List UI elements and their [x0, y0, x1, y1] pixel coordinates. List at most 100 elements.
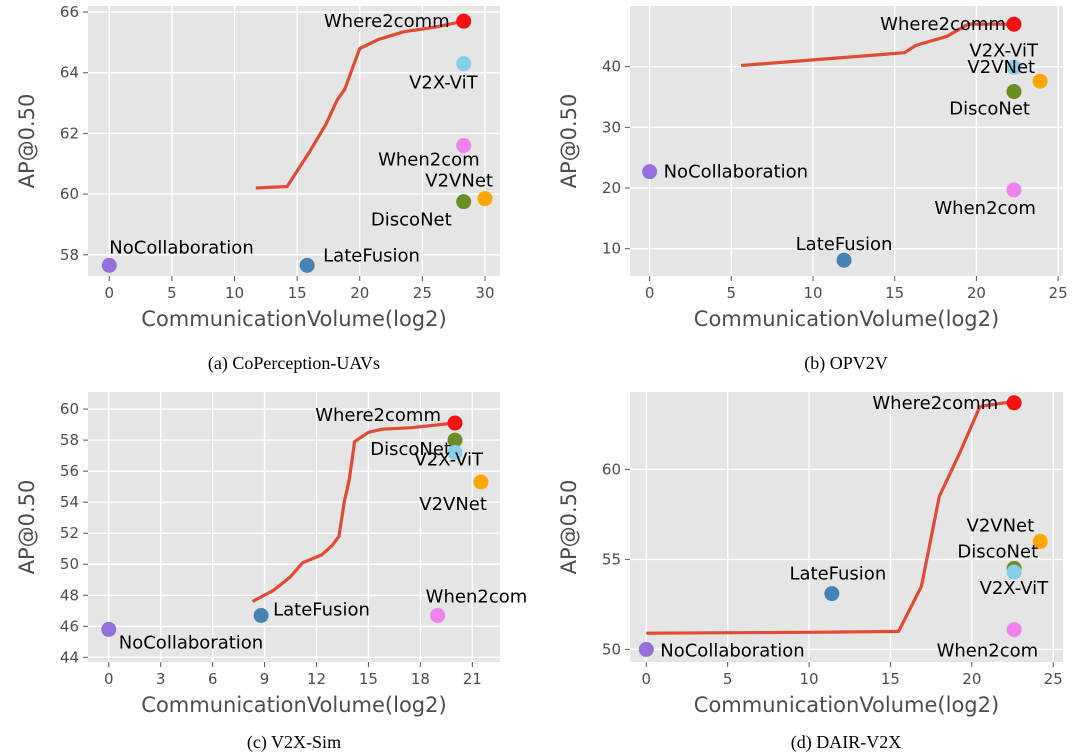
- panel-caption: (d) DAIR-V2X: [791, 732, 901, 753]
- x-axis-label: CommunicationVolume(log2): [694, 307, 999, 331]
- x-tick-label: 15: [881, 670, 900, 688]
- point-v2x-vit: [1006, 564, 1022, 580]
- y-tick-label: 60: [602, 460, 621, 478]
- y-tick-label: 46: [60, 617, 79, 635]
- point-latefusion: [836, 252, 852, 268]
- x-tick-label: 18: [411, 670, 430, 688]
- point-nocollaboration: [642, 164, 658, 180]
- x-tick-label: 20: [350, 284, 369, 302]
- point-label: When2com: [378, 150, 480, 171]
- point-label: NoCollaboration: [664, 162, 808, 183]
- point-disconet: [456, 194, 472, 210]
- point-label: Where2comm: [315, 405, 441, 426]
- point-label: LateFusion: [323, 245, 420, 266]
- x-tick-label: 10: [225, 284, 244, 302]
- y-tick-label: 58: [60, 246, 79, 264]
- y-axis-label: AP@0.50: [557, 480, 581, 575]
- point-where2comm: [1006, 395, 1022, 411]
- point-disconet: [447, 432, 463, 448]
- x-axis-label: CommunicationVolume(log2): [141, 693, 446, 717]
- x-tick-label: 0: [642, 670, 652, 688]
- plot-background: [630, 6, 1063, 276]
- point-label: DiscoNet: [370, 439, 451, 460]
- x-tick-label: 25: [413, 284, 432, 302]
- point-label: V2X-ViT: [969, 40, 1039, 61]
- y-tick-label: 48: [60, 586, 79, 604]
- x-tick-label: 20: [962, 670, 981, 688]
- point-label: When2com: [937, 641, 1039, 662]
- x-tick-label: 0: [645, 284, 655, 302]
- x-tick-label: 5: [723, 670, 733, 688]
- x-tick-label: 9: [260, 670, 270, 688]
- point-when2com: [456, 138, 472, 154]
- point-label: NoCollaboration: [660, 640, 804, 661]
- panel-caption: (b) OPV2V: [804, 353, 888, 374]
- point-label: DiscoNet: [949, 99, 1030, 120]
- where2comm-curve: [646, 401, 1015, 635]
- chart-panel-3: 0 3 6 9 12 15 18 21 44 46 48 50 52 54 56 58 60 Where2comm…: [15, 392, 527, 753]
- point-label: V2VNet: [967, 515, 1035, 536]
- x-tick-label: 10: [800, 670, 819, 688]
- point-where2comm: [447, 415, 463, 431]
- point-v2vnet: [477, 191, 493, 207]
- y-tick-label: 52: [60, 524, 79, 542]
- point-where2comm: [1006, 16, 1022, 32]
- x-tick-label: 15: [885, 284, 904, 302]
- x-tick-label: 15: [359, 670, 378, 688]
- y-tick-label: 62: [60, 124, 79, 142]
- where2comm-curve: [740, 22, 1014, 68]
- point-label: DiscoNet: [957, 541, 1038, 562]
- point-when2com: [430, 607, 446, 623]
- point-label: V2X-ViT: [414, 450, 484, 471]
- point-when2com: [1006, 182, 1022, 198]
- point-v2vnet: [1032, 533, 1048, 549]
- point-disconet: [1006, 84, 1022, 100]
- point-label: V2VNet: [425, 171, 493, 192]
- x-axis-label: CommunicationVolume(log2): [141, 307, 446, 331]
- where2comm-curve: [251, 421, 456, 603]
- y-tick-label: 60: [60, 185, 79, 203]
- x-tick-label: 25: [1049, 284, 1068, 302]
- y-axis-label: AP@0.50: [15, 94, 39, 189]
- chart-panel-1: 0 5 10 15 20 25 30 58 60 62 64 66 Where2comm V2X-ViT W…: [15, 3, 500, 374]
- point-v2vnet: [473, 474, 489, 490]
- y-tick-label: 66: [60, 3, 79, 21]
- x-tick-label: 5: [167, 284, 177, 302]
- point-label: When2com: [934, 198, 1036, 219]
- where2comm-curve: [255, 19, 465, 190]
- point-latefusion: [299, 257, 315, 273]
- y-tick-label: 54: [60, 493, 79, 511]
- x-tick-label: 0: [104, 670, 114, 688]
- point-label: NoCollaboration: [109, 237, 253, 258]
- y-tick-label: 60: [60, 400, 79, 418]
- point-label: LateFusion: [796, 234, 893, 255]
- x-axis-label: CommunicationVolume(log2): [694, 693, 999, 717]
- point-v2x-vit: [1006, 59, 1022, 75]
- point-label: V2VNet: [419, 494, 487, 515]
- point-label: Where2comm: [324, 11, 450, 32]
- y-tick-label: 30: [602, 118, 621, 136]
- x-tick-label: 10: [803, 284, 822, 302]
- x-tick-label: 20: [967, 284, 986, 302]
- x-tick-label: 21: [463, 670, 482, 688]
- point-where2comm: [456, 13, 472, 29]
- point-label: LateFusion: [789, 564, 886, 585]
- x-tick-label: 0: [105, 284, 115, 302]
- point-v2x-vit: [456, 56, 472, 72]
- chart-panel-2: 0 5 10 15 20 25 10 20 30 40 Where2comm V2X-ViTV2VNe…: [557, 6, 1068, 374]
- x-tick-label: 15: [288, 284, 307, 302]
- panel-caption: (c) V2X-Sim: [247, 732, 341, 753]
- point-nocollaboration: [101, 621, 117, 637]
- y-tick-label: 20: [602, 179, 621, 197]
- point-label: NoCollaboration: [119, 632, 263, 653]
- point-nocollaboration: [101, 257, 117, 273]
- x-tick-label: 25: [1044, 670, 1063, 688]
- point-label: LateFusion: [273, 599, 370, 620]
- plot-background: [630, 392, 1063, 662]
- point-label: V2X-ViT: [980, 578, 1050, 599]
- point-latefusion: [824, 586, 840, 602]
- x-tick-label: 12: [307, 670, 326, 688]
- y-tick-label: 64: [60, 64, 79, 82]
- point-label: V2VNet: [967, 57, 1035, 78]
